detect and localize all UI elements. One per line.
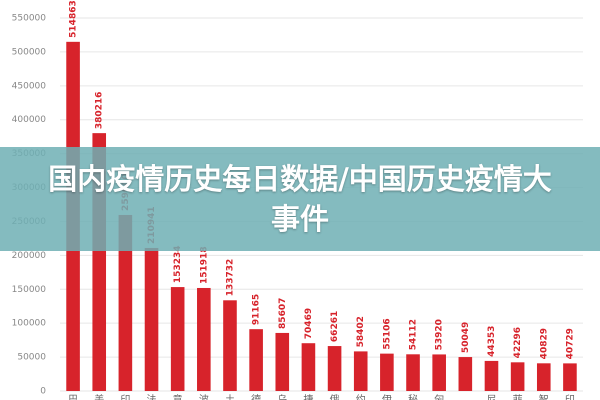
bar <box>144 247 159 391</box>
bar <box>380 353 394 391</box>
x-tick-label: 意 <box>173 393 183 400</box>
value-label: 91165 <box>252 294 262 325</box>
x-tick-label: 匈 <box>434 393 444 400</box>
bar <box>406 354 420 391</box>
y-tick-label: 450000 <box>12 81 47 91</box>
value-label: 42296 <box>513 327 523 358</box>
value-label: 40829 <box>539 328 549 359</box>
value-label: 66261 <box>330 311 340 342</box>
title-banner: 国内疫情历史每日数据/中国历史疫情大事件 <box>0 147 600 251</box>
value-label: 151918 <box>199 246 209 284</box>
bar <box>353 351 368 391</box>
bar <box>484 360 499 391</box>
value-label: 53920 <box>435 319 445 350</box>
y-tick-label: 500000 <box>12 47 47 57</box>
y-tick-label: 100000 <box>12 319 47 329</box>
bar <box>432 354 446 391</box>
x-tick-label: 智 <box>539 393 549 400</box>
value-label: 40729 <box>565 328 575 359</box>
x-tick-label: 波 <box>199 393 209 400</box>
y-tick-label: 400000 <box>12 115 47 125</box>
x-tick-label: 乌 <box>277 393 287 400</box>
bar <box>563 363 577 391</box>
y-tick-label: 50000 <box>17 353 46 363</box>
x-tick-label: 伊 <box>382 394 392 400</box>
value-label: 153234 <box>173 246 183 284</box>
x-tick-label: 尼 <box>486 394 496 400</box>
x-tick-label: 约 <box>356 393 366 400</box>
x-tick-label: 土 <box>225 393 235 400</box>
bar <box>170 287 185 391</box>
bar <box>223 300 237 391</box>
y-tick-label: 200000 <box>12 251 47 261</box>
value-label: 70469 <box>304 308 314 339</box>
bar <box>458 357 473 391</box>
value-label: 85607 <box>278 298 288 329</box>
x-tick-label: 法 <box>147 393 157 400</box>
bar <box>301 343 316 391</box>
x-tick-label: 印 <box>565 394 575 400</box>
y-tick-label: 0 <box>40 387 46 397</box>
x-tick-label: 德 <box>251 393 261 400</box>
y-tick-label: 150000 <box>12 285 47 295</box>
bar <box>197 287 211 391</box>
bar <box>118 214 133 391</box>
x-tick-label: 美 <box>94 393 104 400</box>
bar <box>536 363 551 391</box>
value-label: 55106 <box>382 318 392 349</box>
value-label: 58402 <box>356 316 366 347</box>
x-tick-label: 俄 <box>330 394 340 400</box>
chart-title: 国内疫情历史每日数据/中国历史疫情大事件 <box>48 162 552 236</box>
x-tick-label: 巴 <box>68 394 78 400</box>
x-tick-label: 捷 <box>303 393 313 400</box>
bar <box>249 329 263 391</box>
x-tick-label: 菲 <box>513 394 523 400</box>
value-label: 514863 <box>69 0 79 38</box>
x-tick-label: 印 <box>120 394 130 400</box>
value-label: 54112 <box>409 319 419 350</box>
y-tick-label: 550000 <box>12 14 47 24</box>
bar <box>327 346 342 391</box>
value-label: 44353 <box>487 326 497 357</box>
value-label: 50049 <box>461 322 471 353</box>
bar <box>275 332 290 391</box>
value-label: 133732 <box>225 259 235 297</box>
bar <box>510 362 525 391</box>
x-tick-label: 秘 <box>408 393 418 400</box>
value-label: 380216 <box>95 92 105 130</box>
